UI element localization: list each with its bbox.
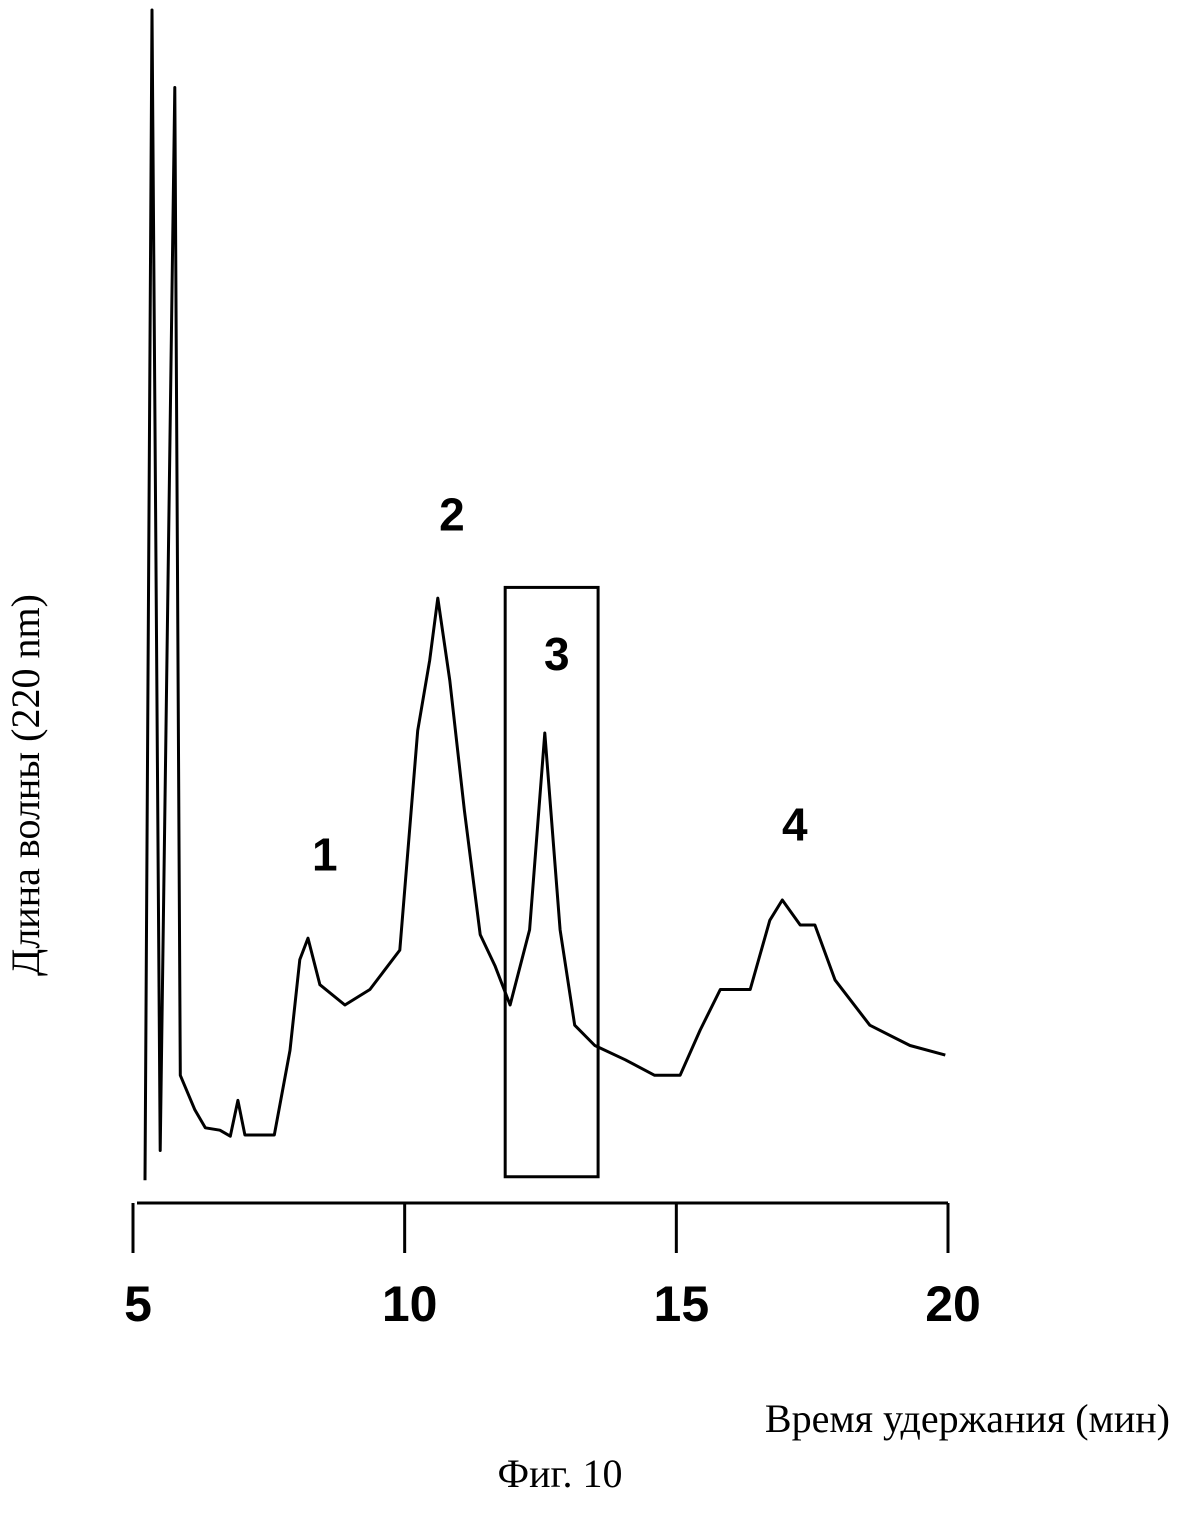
chart: Длина волны (220 nm) Время удержания (ми…: [0, 0, 1180, 1513]
x-axis-title: Время удержания (мин): [765, 1396, 1170, 1441]
x-tick-label: 5: [124, 1276, 152, 1332]
peak-label: 2: [439, 488, 465, 540]
y-axis-title: Длина волны (220 nm): [3, 594, 48, 976]
peak-label: 3: [544, 628, 570, 680]
x-tick-label: 10: [382, 1276, 438, 1332]
x-tick-label: 15: [654, 1276, 710, 1332]
peak-label: 1: [312, 828, 338, 880]
caption: Фиг. 10: [498, 1451, 623, 1496]
peak-label: 4: [782, 799, 808, 851]
trace-line: [145, 10, 945, 1180]
x-tick-label: 20: [925, 1276, 981, 1332]
